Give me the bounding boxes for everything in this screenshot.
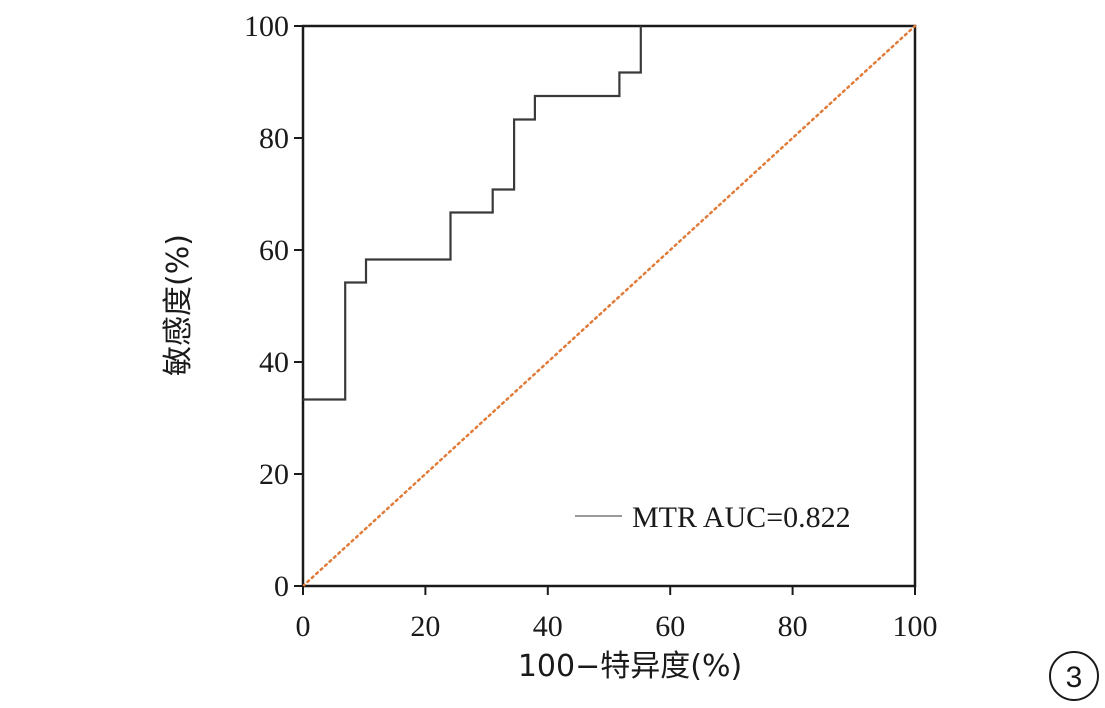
plot-frame (301, 24, 917, 588)
legend-label: MTR AUC=0.822 (632, 501, 851, 534)
y-tick-label: 40 (259, 346, 289, 379)
x-tick-label: 80 (778, 610, 808, 643)
legend: MTR AUC=0.822 (575, 501, 851, 534)
y-tick-label: 100 (244, 10, 289, 43)
y-axis-title: 敏感度(%) (161, 234, 196, 376)
x-tick-label: 60 (655, 610, 685, 643)
y-tick-label: 60 (259, 234, 289, 267)
y-tick-label: 80 (259, 122, 289, 155)
reference-diagonal-line (301, 24, 917, 588)
x-tick-label: 100 (893, 610, 938, 643)
y-tick-label: 0 (274, 570, 289, 603)
roc-curve-line (303, 26, 642, 401)
panel-badge-number: 3 (1066, 661, 1083, 694)
x-axis-title: 100−特异度(%) (518, 649, 742, 684)
panel-badge-circle (1049, 651, 1099, 701)
x-tick-label: 0 (296, 610, 311, 643)
panel-badge: 3 (1049, 651, 1099, 701)
x-tick-label: 40 (533, 610, 563, 643)
x-tick-label: 20 (410, 610, 440, 643)
y-tick-label: 20 (259, 458, 289, 491)
